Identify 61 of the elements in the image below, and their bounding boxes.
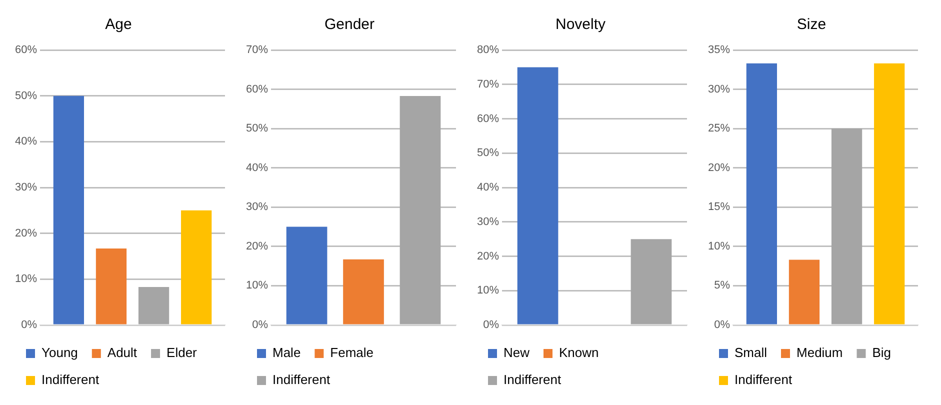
y-tick-label: 50% bbox=[476, 147, 500, 160]
bar bbox=[746, 63, 778, 324]
y-tick-label: 5% bbox=[714, 280, 730, 292]
y-tick-label: 50% bbox=[14, 90, 38, 102]
y-tick-label: 20% bbox=[246, 240, 268, 252]
legend-label: New bbox=[504, 345, 530, 360]
legend-label: Indifferent bbox=[272, 372, 330, 388]
legend-label: Elder bbox=[166, 345, 198, 360]
y-tick-label: 70% bbox=[476, 78, 500, 90]
bar bbox=[874, 63, 905, 324]
bar bbox=[53, 96, 84, 324]
legend-label: Adult bbox=[107, 345, 138, 360]
y-tick-label: 35% bbox=[708, 44, 730, 56]
bar bbox=[788, 260, 820, 324]
y-tick-label: 10% bbox=[708, 240, 730, 252]
legend-label: Young bbox=[42, 345, 78, 360]
legend-label: Small bbox=[734, 345, 768, 360]
bar bbox=[138, 286, 170, 324]
legend-label: Indifferent bbox=[504, 372, 562, 388]
legend-label: Big bbox=[872, 345, 892, 360]
legend-label: Indifferent bbox=[734, 372, 792, 388]
y-tick-label: 0% bbox=[252, 319, 268, 332]
legend-label: Male bbox=[272, 345, 301, 360]
y-tick-label: 30% bbox=[14, 182, 38, 194]
y-tick-label: 30% bbox=[708, 83, 730, 96]
y-tick-label: 20% bbox=[14, 227, 38, 240]
y-tick-label: 0% bbox=[714, 319, 730, 332]
legend-label: Medium bbox=[796, 345, 843, 360]
y-tick-label: 40% bbox=[476, 182, 500, 194]
y-tick-label: 60% bbox=[14, 44, 38, 56]
legend-label: Female bbox=[330, 345, 374, 360]
y-tick-label: 60% bbox=[476, 112, 500, 125]
chart-title: Age bbox=[105, 16, 132, 34]
y-tick-label: 0% bbox=[21, 319, 38, 332]
y-tick-label: 40% bbox=[14, 136, 38, 148]
bar bbox=[343, 259, 384, 324]
y-tick-label: 30% bbox=[246, 201, 268, 214]
bar bbox=[286, 226, 328, 324]
y-tick-label: 20% bbox=[708, 162, 730, 174]
y-tick-label: 10% bbox=[246, 280, 268, 292]
y-tick-label: 0% bbox=[483, 319, 500, 332]
y-tick-label: 25% bbox=[708, 122, 730, 135]
legend-label: Known bbox=[559, 345, 599, 360]
y-tick-label: 20% bbox=[476, 250, 500, 262]
bar bbox=[831, 128, 862, 324]
chart-title: Novelty bbox=[555, 16, 606, 34]
y-tick-label: 30% bbox=[476, 216, 500, 228]
y-tick-label: 40% bbox=[246, 162, 268, 174]
legend-label: Indifferent bbox=[42, 372, 100, 388]
chart-title: Size bbox=[796, 16, 826, 34]
y-tick-label: 70% bbox=[246, 44, 268, 56]
bar bbox=[181, 210, 212, 324]
y-tick-label: 80% bbox=[476, 44, 500, 56]
y-tick-label: 60% bbox=[246, 83, 268, 96]
y-tick-label: 15% bbox=[708, 201, 730, 214]
bar bbox=[400, 96, 441, 324]
y-tick-label: 10% bbox=[14, 273, 38, 286]
chart-title: Gender bbox=[324, 16, 375, 34]
bar bbox=[96, 248, 127, 324]
y-tick-label: 10% bbox=[476, 284, 500, 297]
y-tick-label: 50% bbox=[246, 122, 268, 135]
